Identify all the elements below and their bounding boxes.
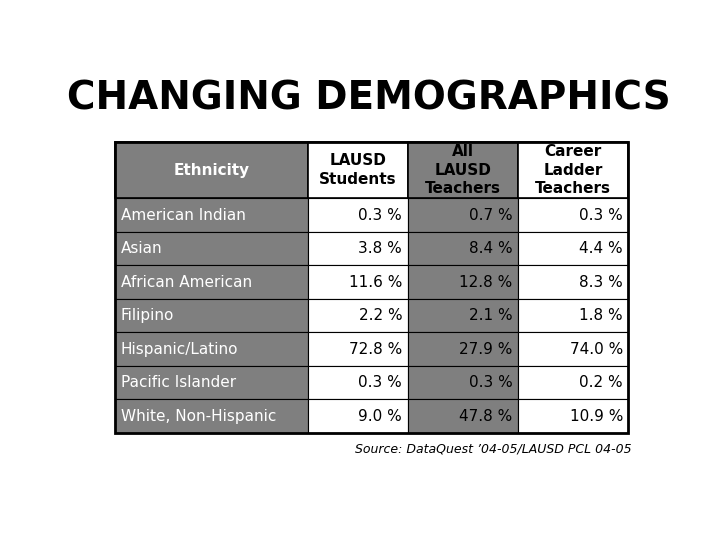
Text: 8.3 %: 8.3 % [579, 275, 623, 289]
Bar [408, 299, 518, 332]
Bar [408, 232, 518, 266]
Text: 8.4 %: 8.4 % [469, 241, 513, 256]
Bar [115, 332, 307, 366]
Bar [518, 232, 629, 266]
Text: Career
Ladder
Teachers: Career Ladder Teachers [535, 144, 611, 196]
Text: 0.3 %: 0.3 % [579, 208, 623, 222]
Bar [518, 366, 629, 399]
Text: 27.9 %: 27.9 % [459, 342, 513, 356]
Bar [518, 141, 629, 199]
Text: Source: DataQuest ’04-05/LAUSD PCL 04-05: Source: DataQuest ’04-05/LAUSD PCL 04-05 [355, 443, 631, 456]
Bar [518, 399, 629, 433]
Bar [518, 332, 629, 366]
Text: American Indian: American Indian [121, 208, 246, 222]
Text: Filipino: Filipino [121, 308, 174, 323]
Text: 9.0 %: 9.0 % [359, 409, 402, 423]
Bar [518, 266, 629, 299]
Bar [307, 332, 408, 366]
Text: LAUSD
Students: LAUSD Students [319, 153, 397, 187]
Bar [408, 266, 518, 299]
Text: 3.8 %: 3.8 % [359, 241, 402, 256]
Bar [115, 141, 307, 199]
Text: 12.8 %: 12.8 % [459, 275, 513, 289]
Text: Hispanic/Latino: Hispanic/Latino [121, 342, 238, 356]
Text: 11.6 %: 11.6 % [348, 275, 402, 289]
Text: 4.4 %: 4.4 % [580, 241, 623, 256]
Bar [408, 199, 518, 232]
Text: 72.8 %: 72.8 % [349, 342, 402, 356]
Bar [307, 232, 408, 266]
Bar [307, 299, 408, 332]
Text: White, Non-Hispanic: White, Non-Hispanic [121, 409, 276, 423]
Bar [115, 266, 307, 299]
Bar [115, 199, 307, 232]
Bar [408, 366, 518, 399]
Bar [115, 232, 307, 266]
Bar [518, 299, 629, 332]
Text: 2.2 %: 2.2 % [359, 308, 402, 323]
Bar [115, 399, 307, 433]
Bar [307, 141, 408, 199]
Text: Pacific Islander: Pacific Islander [121, 375, 236, 390]
Bar [115, 366, 307, 399]
Text: 0.7 %: 0.7 % [469, 208, 513, 222]
Bar [408, 141, 518, 199]
Bar [307, 199, 408, 232]
Bar [408, 332, 518, 366]
Text: 47.8 %: 47.8 % [459, 409, 513, 423]
Bar [307, 366, 408, 399]
Text: 0.3 %: 0.3 % [359, 375, 402, 390]
Text: CHANGING DEMOGRAPHICS: CHANGING DEMOGRAPHICS [67, 79, 671, 117]
Bar [408, 399, 518, 433]
Text: Ethnicity: Ethnicity [174, 163, 249, 178]
Text: 0.2 %: 0.2 % [580, 375, 623, 390]
Text: 2.1 %: 2.1 % [469, 308, 513, 323]
Bar [307, 399, 408, 433]
Text: 0.3 %: 0.3 % [359, 208, 402, 222]
Text: African American: African American [121, 275, 252, 289]
Text: Asian: Asian [121, 241, 162, 256]
Text: 0.3 %: 0.3 % [469, 375, 513, 390]
Text: All
LAUSD
Teachers: All LAUSD Teachers [425, 144, 501, 196]
Bar [518, 199, 629, 232]
Text: 10.9 %: 10.9 % [570, 409, 623, 423]
Text: 74.0 %: 74.0 % [570, 342, 623, 356]
Bar [115, 299, 307, 332]
Bar [307, 266, 408, 299]
Bar [115, 141, 629, 433]
Text: 1.8 %: 1.8 % [580, 308, 623, 323]
